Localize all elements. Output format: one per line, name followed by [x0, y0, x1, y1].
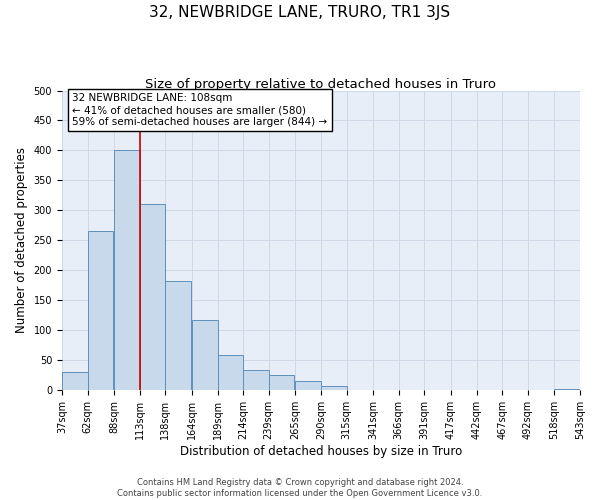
Bar [295, 381, 321, 390]
Bar [554, 388, 580, 390]
Bar [114, 150, 140, 390]
Bar [140, 204, 166, 390]
Bar [218, 355, 243, 390]
X-axis label: Distribution of detached houses by size in Truro: Distribution of detached houses by size … [180, 444, 462, 458]
Text: 32, NEWBRIDGE LANE, TRURO, TR1 3JS: 32, NEWBRIDGE LANE, TRURO, TR1 3JS [149, 5, 451, 20]
Text: Contains HM Land Registry data © Crown copyright and database right 2024.
Contai: Contains HM Land Registry data © Crown c… [118, 478, 482, 498]
Bar [62, 372, 88, 390]
Bar [243, 370, 269, 390]
Bar [269, 375, 295, 390]
Title: Size of property relative to detached houses in Truro: Size of property relative to detached ho… [145, 78, 496, 90]
Bar [192, 320, 218, 390]
Text: 32 NEWBRIDGE LANE: 108sqm
← 41% of detached houses are smaller (580)
59% of semi: 32 NEWBRIDGE LANE: 108sqm ← 41% of detac… [72, 94, 328, 126]
Bar [321, 386, 347, 390]
Y-axis label: Number of detached properties: Number of detached properties [15, 147, 28, 333]
Bar [88, 231, 113, 390]
Bar [166, 281, 191, 390]
